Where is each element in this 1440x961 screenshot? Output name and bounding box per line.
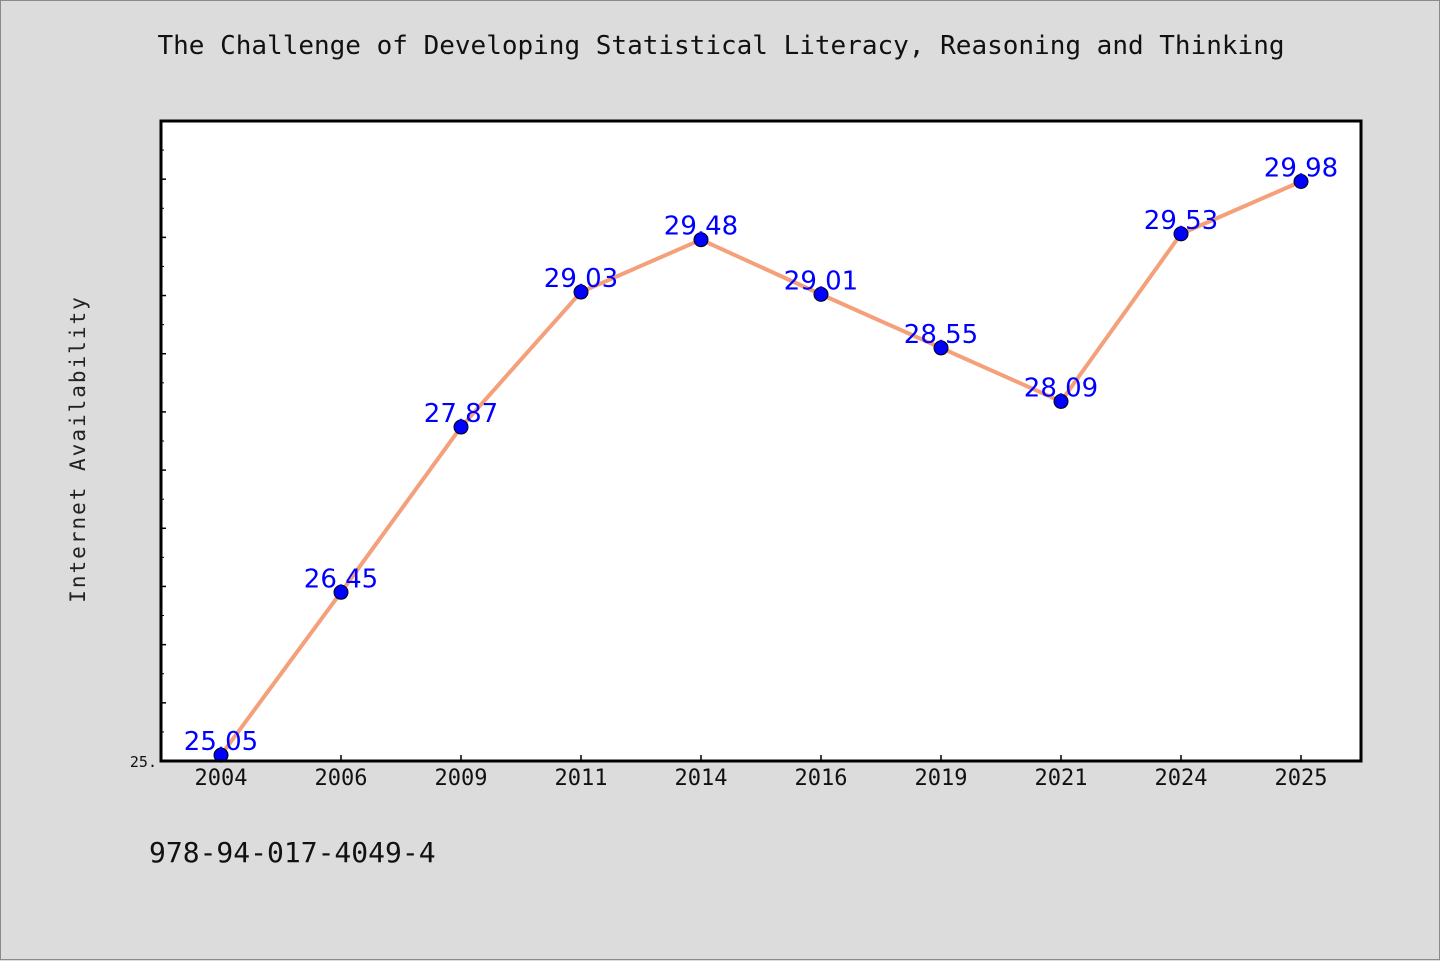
x-tick-label: 2014 bbox=[675, 766, 728, 791]
data-label: 26.45 bbox=[304, 564, 378, 594]
data-label: 28.09 bbox=[1024, 373, 1098, 403]
data-point bbox=[453, 419, 469, 435]
data-label: 27.87 bbox=[424, 399, 498, 429]
data-point bbox=[1053, 393, 1069, 409]
footer-identifier: 978-94-017-4049-4 bbox=[149, 836, 436, 869]
data-label: 29.98 bbox=[1264, 154, 1338, 184]
series-line bbox=[219, 179, 1302, 757]
data-label: 29.01 bbox=[784, 266, 858, 296]
data-label: 29.03 bbox=[544, 264, 618, 294]
x-tick-label: 2025 bbox=[1275, 766, 1328, 791]
x-tick-label: 2021 bbox=[1035, 766, 1088, 791]
data-point bbox=[1293, 174, 1309, 190]
x-tick-label: 2009 bbox=[435, 766, 488, 791]
data-label: 29.53 bbox=[1144, 206, 1218, 236]
data-label: 29.48 bbox=[664, 212, 738, 242]
x-tick-label: 2024 bbox=[1155, 766, 1208, 791]
data-label: 25.05 bbox=[184, 727, 258, 757]
data-point bbox=[813, 286, 829, 302]
y-tick-label: 25. bbox=[130, 753, 157, 771]
data-point bbox=[573, 284, 589, 300]
x-tick-label: 2016 bbox=[795, 766, 848, 791]
data-point bbox=[693, 232, 709, 248]
x-tick-label: 2006 bbox=[315, 766, 368, 791]
x-tick-label: 2019 bbox=[915, 766, 968, 791]
data-point bbox=[333, 584, 349, 600]
data-point bbox=[933, 340, 949, 356]
plot-border bbox=[159, 119, 1363, 763]
data-label: 28.55 bbox=[904, 320, 978, 350]
plot-background bbox=[161, 121, 1361, 761]
chart-title: The Challenge of Developing Statistical … bbox=[157, 31, 1285, 61]
x-tick-label: 2011 bbox=[555, 766, 608, 791]
x-tick-label: 2004 bbox=[195, 766, 248, 791]
data-point bbox=[1173, 226, 1189, 242]
